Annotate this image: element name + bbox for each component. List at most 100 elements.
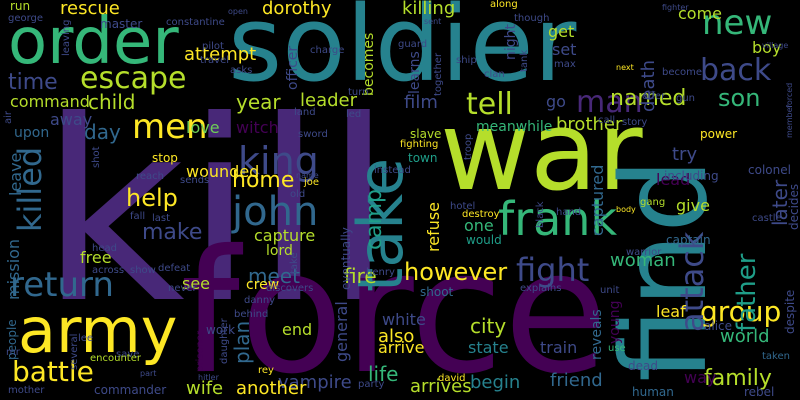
word: train [540, 338, 578, 357]
word: eventually [339, 227, 353, 290]
word: force [180, 214, 609, 400]
word: boy [752, 38, 782, 57]
word: fire [344, 264, 377, 288]
word: prisoner [195, 330, 206, 372]
word: together [433, 52, 444, 96]
word: family [704, 366, 772, 391]
word: meet [248, 264, 300, 288]
word: party [358, 379, 385, 390]
word: see [182, 274, 211, 293]
word: leader [300, 90, 358, 111]
word: joe [304, 177, 320, 188]
word: dead [628, 359, 658, 373]
word: get [548, 22, 575, 41]
word: another [236, 378, 307, 399]
word: soldier [228, 0, 577, 105]
word: next [616, 63, 634, 72]
word: leaf [656, 302, 686, 321]
word: colonel [748, 163, 791, 177]
word: fall [130, 211, 146, 222]
word: wounded [186, 162, 260, 181]
word: free [80, 248, 112, 267]
word: son [718, 84, 761, 112]
word: back [700, 53, 772, 88]
word: love [186, 118, 220, 137]
word: use [608, 343, 626, 354]
word: try [672, 144, 698, 165]
word: go [546, 92, 566, 111]
word: state [468, 338, 509, 357]
word: encounter [90, 353, 141, 364]
word: fighting [400, 139, 439, 150]
word: wife [186, 378, 224, 399]
word: decides [787, 183, 800, 230]
word: arrive [378, 338, 425, 357]
word: turn [348, 87, 369, 98]
word: guard [398, 39, 428, 50]
word: crew [246, 277, 280, 293]
word: max [554, 59, 576, 70]
word: day [84, 120, 121, 144]
word: camp [362, 189, 387, 250]
word: come [678, 4, 723, 23]
word: town [408, 151, 438, 165]
word: meanwhile [476, 119, 553, 135]
word: warrior [626, 247, 662, 258]
word: general [332, 301, 351, 362]
word: life [368, 362, 399, 386]
word: black [535, 201, 546, 228]
word: village [762, 41, 789, 50]
word: never [168, 283, 197, 294]
word: discovers [266, 283, 314, 294]
word: human [632, 385, 674, 399]
word: across [92, 265, 125, 276]
word: work [206, 323, 236, 337]
word: officer [285, 45, 301, 90]
word: make [142, 220, 203, 245]
word: battle [12, 355, 94, 388]
word: capture [254, 226, 316, 245]
word: land [294, 107, 316, 118]
word: army [18, 294, 178, 367]
word: named [610, 86, 687, 111]
word: commander [94, 383, 167, 397]
word: begin [470, 372, 521, 393]
word: rebel [744, 385, 775, 399]
word: open [228, 7, 248, 16]
word: way [684, 368, 717, 387]
word: along [490, 0, 518, 10]
word: men [132, 107, 208, 147]
word: father [732, 253, 762, 332]
word: lord [266, 243, 293, 259]
word: danny [244, 295, 276, 306]
word: david [438, 373, 466, 384]
word: story [622, 117, 648, 128]
word: name [296, 171, 319, 180]
word: command [10, 92, 90, 111]
word: mission [4, 238, 23, 300]
word: friend [550, 370, 603, 391]
word: power [700, 127, 738, 141]
word: despite [783, 289, 797, 334]
word: taken [762, 351, 790, 362]
word: led [346, 109, 362, 120]
word: film [404, 92, 438, 113]
word: group [700, 295, 782, 328]
word: upon [14, 125, 50, 141]
word: slave [410, 127, 442, 141]
word: defeat [158, 263, 191, 274]
word: destroy [462, 209, 500, 220]
word: king [238, 139, 319, 183]
word: constantine [166, 17, 225, 28]
word: refuse [424, 201, 443, 252]
word: woman [610, 250, 676, 271]
word: captured [588, 164, 607, 236]
word: one [464, 216, 494, 235]
word: tank [519, 49, 530, 72]
word: hitler [198, 373, 219, 382]
word: end [282, 320, 313, 339]
word: captain [666, 233, 711, 247]
word: pilot [202, 41, 224, 52]
word: learns [407, 51, 423, 94]
